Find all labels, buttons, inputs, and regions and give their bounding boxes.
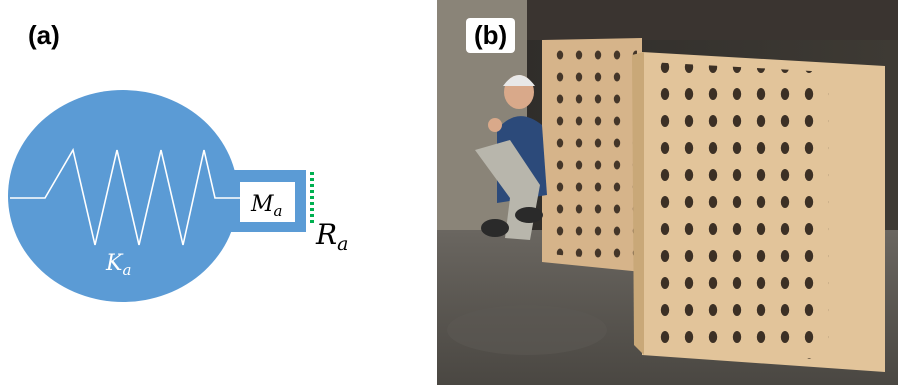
panel-photo <box>437 0 898 385</box>
mass-label: Ma <box>250 192 282 220</box>
panel-b-label: (b) <box>466 18 516 53</box>
mass-box <box>240 182 295 222</box>
shelf-top <box>527 0 898 40</box>
front-panel-side <box>632 52 644 355</box>
resonator-diagram: Ka Ma Ra <box>8 90 348 302</box>
cavity-ellipse <box>8 90 238 302</box>
resistance-label: Ra <box>315 218 348 255</box>
panel-a-label: (a) <box>28 20 60 50</box>
person <box>475 75 547 240</box>
front-panel-holes <box>649 62 829 360</box>
back-panel-holes <box>549 46 637 262</box>
spring-zigzag <box>10 147 240 246</box>
spring-label: Ka <box>105 251 131 279</box>
floor-stain <box>447 305 607 355</box>
